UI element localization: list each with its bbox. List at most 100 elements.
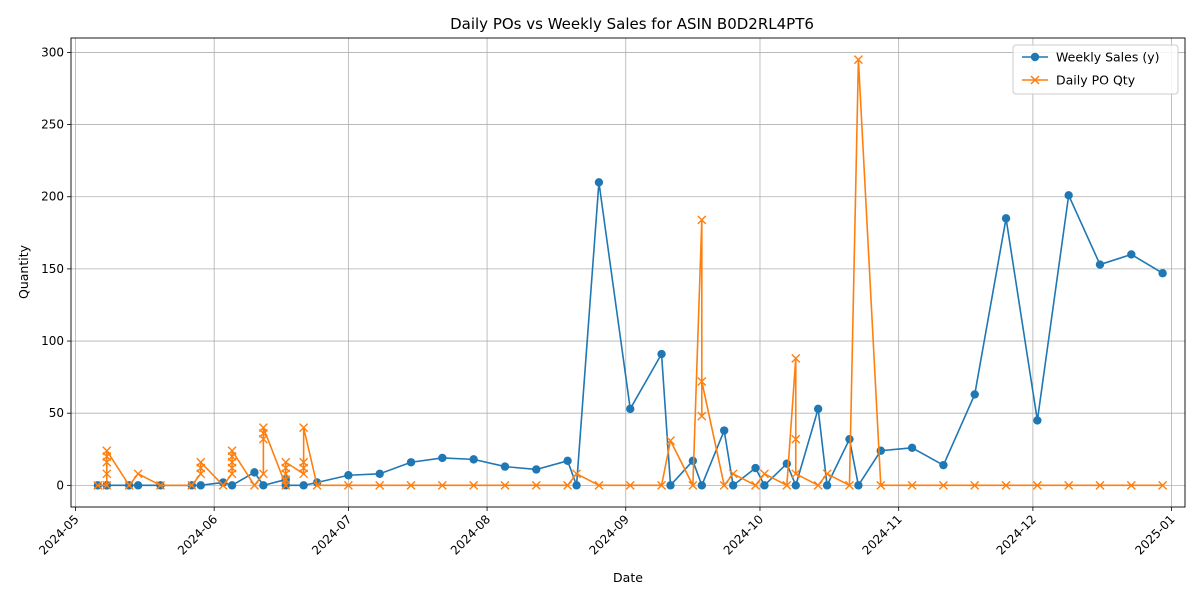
daily-po-point xyxy=(258,469,268,479)
legend-label-daily-po: Daily PO Qty xyxy=(1056,73,1136,88)
daily-po-point xyxy=(572,469,582,479)
plot-area xyxy=(93,55,1168,490)
daily-po-point xyxy=(155,480,165,490)
weekly-sales-point xyxy=(791,481,800,490)
y-tick-label: 50 xyxy=(49,406,64,420)
weekly-sales-point xyxy=(1127,250,1136,259)
weekly-sales-point xyxy=(970,390,979,399)
weekly-sales-point xyxy=(1064,191,1073,200)
daily-po-point xyxy=(853,55,863,65)
daily-po-point xyxy=(970,480,980,490)
daily-po-point xyxy=(249,480,259,490)
daily-po-point xyxy=(343,480,353,490)
legend-box xyxy=(1012,44,1179,95)
weekly-sales-point xyxy=(299,481,308,490)
weekly-sales-point xyxy=(657,349,666,359)
weekly-sales-point xyxy=(563,456,572,466)
weekly-sales-point xyxy=(1158,269,1167,278)
daily-po-point xyxy=(227,446,237,456)
daily-po-point xyxy=(258,423,268,433)
weekly-sales-point xyxy=(375,469,384,479)
weekly-sales-point xyxy=(227,481,237,490)
daily-po-point xyxy=(312,480,322,490)
daily-po-point xyxy=(102,480,112,490)
y-tick-label: 250 xyxy=(41,118,64,132)
weekly-sales-point xyxy=(760,481,769,490)
daily-po-point xyxy=(697,215,707,225)
weekly-sales-point xyxy=(666,481,675,490)
daily-po-point xyxy=(657,480,667,490)
daily-po-point xyxy=(625,480,635,490)
daily-po-point xyxy=(697,411,707,421)
daily-po-point xyxy=(133,469,143,479)
daily-po-point xyxy=(124,480,134,490)
daily-po-point xyxy=(751,480,761,490)
weekly-sales-point xyxy=(594,178,604,187)
y-tick-label: 100 xyxy=(41,334,64,348)
weekly-sales-point xyxy=(782,459,792,468)
weekly-sales-point xyxy=(250,468,259,477)
daily-po-point xyxy=(93,480,103,490)
weekly-sales-point xyxy=(406,458,416,467)
weekly-sales-point xyxy=(344,471,353,480)
daily-po-point xyxy=(822,469,832,479)
daily-po-point xyxy=(719,480,729,490)
daily-po-point xyxy=(1001,480,1011,490)
weekly-sales-point xyxy=(572,481,581,490)
legend-label-weekly-sales: Weekly Sales (y) xyxy=(1056,50,1160,65)
daily-po-point xyxy=(500,480,510,490)
daily-po-point xyxy=(666,436,675,446)
weekly-sales-point xyxy=(469,455,478,464)
daily-po-point xyxy=(187,480,197,490)
daily-po-point xyxy=(299,423,309,433)
daily-po-point xyxy=(469,480,479,490)
daily-po-point xyxy=(697,376,707,386)
weekly-sales-point xyxy=(626,404,635,414)
daily-po-point xyxy=(531,480,541,490)
daily-po-point xyxy=(728,469,738,479)
daily-po-point xyxy=(437,480,447,490)
daily-po-point xyxy=(876,480,886,490)
daily-po-point xyxy=(102,469,112,479)
daily-po-point xyxy=(218,480,228,490)
y-tick-label: 200 xyxy=(41,190,64,204)
weekly-sales-point xyxy=(1033,416,1042,425)
weekly-sales-point xyxy=(697,481,707,490)
weekly-sales-line xyxy=(97,181,1164,487)
weekly-sales-point xyxy=(1001,214,1011,223)
weekly-sales-point xyxy=(751,463,760,473)
y-axis: 0 50 100 150 200 250 300 xyxy=(41,45,71,492)
y-axis-label: Quantity xyxy=(16,244,31,299)
daily-po-point xyxy=(759,469,769,479)
weekly-sales-point xyxy=(1095,260,1105,269)
daily-po-point xyxy=(299,457,309,467)
daily-po-point xyxy=(1064,480,1074,490)
daily-po-point xyxy=(1032,480,1042,490)
daily-po-point xyxy=(1126,480,1136,490)
y-tick-label: 0 xyxy=(56,478,64,492)
weekly-sales-point xyxy=(939,460,948,470)
daily-po-point xyxy=(688,480,698,490)
y-tick-label: 150 xyxy=(41,262,64,276)
daily-po-point xyxy=(791,353,801,363)
weekly-sales-point xyxy=(532,465,541,474)
daily-po-point xyxy=(782,480,792,490)
weekly-sales-point xyxy=(500,462,510,471)
weekly-sales-point xyxy=(719,426,729,435)
weekly-sales-point xyxy=(854,481,863,490)
daily-po-point xyxy=(594,480,604,490)
weekly-sales-point xyxy=(907,443,917,453)
plot-frame xyxy=(70,37,1186,508)
y-tick-label: 300 xyxy=(41,45,64,59)
daily-po-point xyxy=(844,480,854,490)
chart-title: Daily POs vs Weekly Sales for ASIN B0D2R… xyxy=(450,15,814,33)
daily-po-point xyxy=(1095,480,1105,490)
weekly-sales-point xyxy=(845,434,854,444)
weekly-sales-point xyxy=(728,481,738,490)
weekly-sales-point xyxy=(688,456,698,466)
legend-marker-weekly-sales xyxy=(1030,52,1040,62)
weekly-sales-point xyxy=(876,446,885,455)
weekly-sales-point xyxy=(133,481,143,490)
